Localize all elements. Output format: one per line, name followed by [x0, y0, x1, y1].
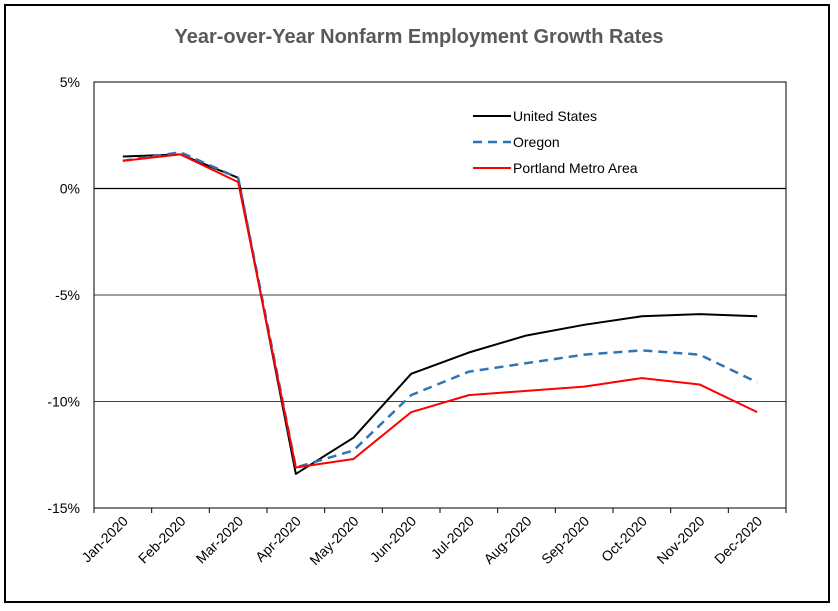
legend-label: Portland Metro Area [513, 160, 638, 176]
y-tick-label: -5% [55, 287, 80, 303]
chart-frame: Year-over-Year Nonfarm Employment Growth… [4, 4, 830, 603]
x-tick-label: Apr-2020 [252, 513, 304, 565]
y-tick-label: 5% [60, 74, 80, 90]
series-line [122, 153, 758, 475]
gridlines [94, 81, 786, 509]
x-tick-label: May-2020 [306, 513, 361, 568]
legend: United States Oregon Portland Metro Area [473, 108, 638, 176]
x-axis-ticks: Jan-2020 Feb-2020 Mar-2020 Apr-2020 May-2020… [78, 508, 787, 568]
series-line [122, 151, 758, 469]
x-tick-label: Sep-2020 [538, 513, 592, 567]
x-tick-label: Jun-2020 [367, 513, 420, 566]
y-axis-ticks: 5% 0% -5% -10% -15% [47, 74, 80, 516]
y-tick-label: -10% [47, 394, 80, 410]
x-tick-label: Aug-2020 [480, 513, 534, 567]
x-tick-label: Feb-2020 [135, 513, 189, 567]
legend-label: Oregon [513, 134, 560, 150]
x-tick-label: Oct-2020 [598, 513, 650, 565]
x-tick-label: Mar-2020 [193, 513, 247, 567]
y-tick-label: -15% [47, 500, 80, 516]
x-tick-label: Jul-2020 [428, 513, 477, 562]
x-tick-label: Dec-2020 [711, 513, 765, 567]
series-line [122, 153, 758, 469]
chart-title: Year-over-Year Nonfarm Employment Growth… [174, 26, 664, 48]
x-tick-label: Nov-2020 [653, 513, 707, 567]
legend-label: United States [513, 108, 597, 124]
series-lines [122, 151, 758, 475]
y-tick-label: 0% [60, 181, 80, 197]
x-tick-label: Jan-2020 [78, 513, 131, 566]
